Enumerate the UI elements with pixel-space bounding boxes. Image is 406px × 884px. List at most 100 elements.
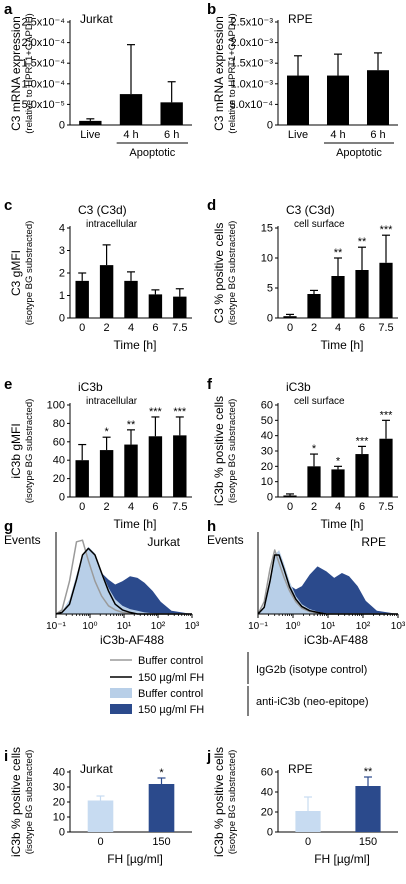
- y-tick-label: 40: [261, 787, 273, 799]
- chart-title: RPE: [288, 762, 313, 776]
- y-tick-label: 60: [261, 400, 273, 412]
- bar: [148, 784, 175, 832]
- y-tick-label: 5.0x10⁻⁵: [22, 99, 65, 111]
- significance-star: ***: [173, 406, 187, 418]
- y-label-line2: (isotype BG substracted): [227, 750, 238, 855]
- y-label-line2: (isotype BG substracted): [227, 399, 238, 504]
- panel-letter: g: [4, 518, 13, 535]
- chart-title: RPE: [361, 535, 386, 549]
- y-tick-label: 20: [261, 807, 273, 819]
- chart-title: Jurkat: [80, 762, 113, 776]
- y-label-line1: C3 gMFI: [9, 250, 23, 296]
- x-tick-label: 2: [311, 322, 317, 334]
- chart-subtitle: cell surface: [294, 396, 345, 407]
- panel-letter: f: [207, 376, 213, 393]
- y-tick-label: 2.5x10⁻⁴: [21, 17, 65, 29]
- y-tick-label: 0: [267, 313, 273, 325]
- chart-subtitle: intracellular: [86, 396, 138, 407]
- x-tick-label: 10⁻¹: [46, 621, 66, 632]
- bar: [295, 811, 321, 832]
- panel-letter: h: [207, 518, 216, 535]
- y-tick-label: 0: [59, 492, 65, 504]
- x-tick-label: 4 h: [123, 129, 138, 141]
- x-label: Time [h]: [321, 517, 364, 531]
- x-label: iC3b-AF488: [304, 633, 368, 647]
- x-tick-label: 7.5: [378, 501, 393, 513]
- x-tick-label: 4 h: [330, 129, 345, 141]
- x-tick-label: 150: [359, 836, 377, 848]
- bar: [379, 262, 393, 318]
- x-label: FH [µg/ml]: [314, 852, 370, 866]
- chart-title: RPE: [288, 12, 313, 26]
- y-tick-label: 5: [267, 283, 273, 295]
- bar: [331, 469, 345, 497]
- panel-letter: i: [4, 748, 8, 765]
- bar: [283, 316, 297, 318]
- y-label-line1: iC3b % positive cells: [212, 396, 226, 506]
- y-tick-label: 20: [53, 473, 65, 485]
- panel-j: j 0 20 40 60 iC3b % positive cells (isotype BG…: [206, 747, 398, 866]
- y-tick-label: 0: [267, 492, 273, 504]
- x-tick-label: 6: [152, 501, 158, 513]
- panel-d: d 0 5 10 15 C3 % positive cells (isotype BG su…: [207, 197, 398, 352]
- panel-c: c 0 1 2 3 4 C3 gMFI (isotype BG substracted) 0 2 4…: [4, 197, 192, 352]
- y-tick-label: 3: [59, 245, 65, 257]
- y-label-line1: iC3b gMFI: [9, 423, 23, 478]
- y-tick-label: 1.0x10⁻³: [231, 78, 274, 90]
- x-tick-label: 10⁰: [82, 621, 97, 632]
- legend-group-neo: anti-iC3b (neo-epitope): [256, 696, 369, 708]
- chart-title: Jurkat: [80, 12, 113, 26]
- histogram-buffer-control-line: [257, 549, 398, 615]
- panel-letter: d: [207, 197, 216, 214]
- y-tick-label: 1.5x10⁻³: [231, 58, 274, 70]
- x-tick-label: 4: [335, 501, 341, 513]
- x-tick-label: 2: [104, 501, 110, 513]
- x-tick-label: 0: [97, 836, 103, 848]
- chart-subtitle: intracellular: [86, 219, 138, 230]
- significance-star: *: [159, 767, 164, 779]
- x-tick-label: 6 h: [370, 129, 385, 141]
- significance-star: **: [334, 247, 343, 259]
- panel-letter: j: [206, 748, 211, 765]
- x-tick-label: 4: [128, 322, 134, 334]
- legend-fh-fill-label: 150 µg/ml FH: [138, 704, 204, 716]
- y-tick-label: 60: [53, 436, 65, 448]
- bar: [355, 454, 369, 497]
- y-tick-label: 2.5x10⁻³: [231, 17, 274, 29]
- y-label-line2: (isotype BG substracted): [227, 221, 238, 326]
- y-tick-label: 40: [53, 455, 65, 467]
- x-tick-label: 7.5: [172, 501, 187, 513]
- x-label: Time [h]: [114, 517, 157, 531]
- bar: [287, 75, 309, 125]
- y-tick-label: 0: [267, 120, 273, 132]
- panel-letter: e: [4, 376, 12, 393]
- y-tick-label: 30: [261, 446, 273, 458]
- y-label: C3 mRNA expression (relative to HPRT1+GAP…: [9, 13, 35, 133]
- y-tick-label: 1: [59, 290, 65, 302]
- panel-i: i 0 10 20 30 40 iC3b % positive cells (isotype …: [4, 747, 192, 866]
- significance-star: ***: [380, 409, 394, 421]
- y-tick-label: 1.5x10⁻⁴: [21, 58, 65, 70]
- chart-title: C3 (C3d): [286, 203, 335, 217]
- x-tick-label: 2: [104, 322, 110, 334]
- bar: [75, 280, 89, 318]
- legend-group-isotype: IgG2b (isotype control): [256, 664, 367, 676]
- y-label-line2: (relative to HPRT1+GAPDH): [227, 13, 238, 133]
- y-tick-label: 100: [47, 400, 65, 412]
- y-label-line1: C3 mRNA expression: [9, 16, 23, 131]
- significance-star: **: [364, 766, 373, 778]
- bar: [355, 786, 381, 832]
- y-tick-label: 60: [261, 767, 273, 779]
- bar: [124, 444, 138, 497]
- y-label-line1: C3 % positive cells: [212, 223, 226, 324]
- x-tick-label: 0: [287, 501, 293, 513]
- significance-star: ***: [356, 435, 370, 447]
- bar: [119, 94, 143, 125]
- y-label-line2: (isotype BG substracted): [24, 221, 35, 326]
- y-label: C3 gMFI (isotype BG substracted): [9, 221, 35, 326]
- significance-star: **: [358, 236, 367, 248]
- legend-fh-fill-swatch: [110, 704, 132, 714]
- x-tick-label: 7.5: [172, 322, 187, 334]
- bar: [124, 280, 138, 318]
